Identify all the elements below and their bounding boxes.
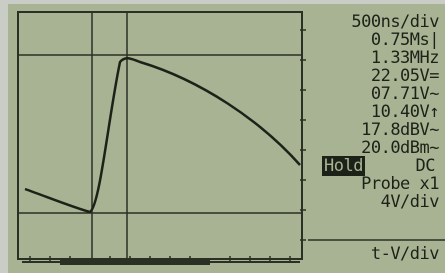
hold[interactable]: Hold	[322, 158, 365, 175]
volts-per-div[interactable]: 4V/div	[381, 194, 439, 211]
hold-label[interactable]: Hold	[322, 156, 365, 176]
probe[interactable]: Probe x1	[361, 176, 439, 193]
dbv: 17.8dBV~	[361, 122, 439, 139]
voltage-dc: 22.05V=	[371, 68, 439, 85]
sample-rate: 0.75Ms|	[371, 32, 439, 49]
coupling[interactable]: DC	[416, 158, 435, 175]
voltage-peak: 10.40V↑	[371, 104, 439, 121]
scope-screen: 500ns/div 0.75Ms| 1.33MHz 22.05V= 07.71V…	[0, 0, 445, 273]
voltage-rms: 07.71V~	[371, 86, 439, 103]
dbm: 20.0dBm~	[361, 140, 439, 157]
menu-label[interactable]: t-V/div	[371, 246, 439, 263]
frequency: 1.33MHz	[371, 50, 439, 67]
timebase: 500ns/div	[351, 14, 439, 31]
scroll-bar	[60, 259, 210, 265]
